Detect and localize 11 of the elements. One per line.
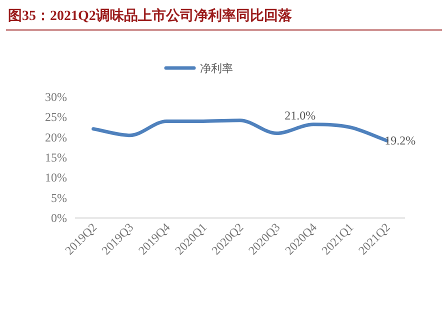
y-tick-label: 5% xyxy=(51,190,67,205)
chart-title: 图35：2021Q2调味品上市公司净利率同比回落 xyxy=(8,7,293,24)
data-label: 19.2% xyxy=(384,134,416,148)
y-tick-label: 30% xyxy=(45,90,67,104)
y-tick-label: 10% xyxy=(45,170,67,185)
data-label: 21.0% xyxy=(284,108,316,122)
y-tick-label: 20% xyxy=(45,130,67,144)
legend-label: 净利率 xyxy=(200,62,233,75)
y-tick-label: 25% xyxy=(45,110,67,124)
y-tick-label: 0% xyxy=(51,211,67,225)
y-tick-label: 15% xyxy=(45,150,67,164)
